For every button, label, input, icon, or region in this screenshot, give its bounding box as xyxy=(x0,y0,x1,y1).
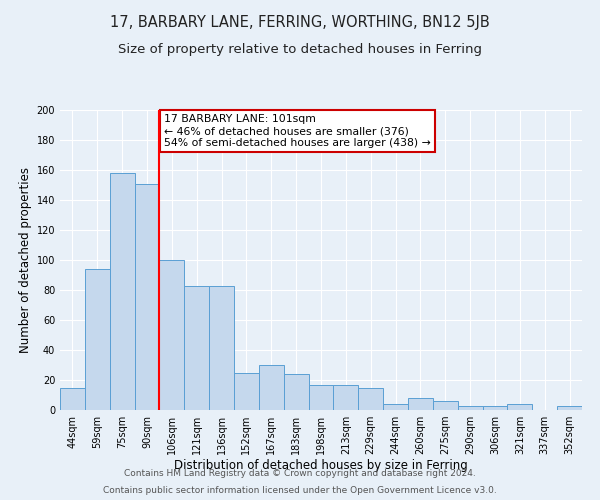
Bar xyxy=(110,173,134,410)
Bar xyxy=(85,269,110,410)
Bar xyxy=(458,406,482,410)
Bar xyxy=(508,404,532,410)
Text: Size of property relative to detached houses in Ferring: Size of property relative to detached ho… xyxy=(118,42,482,56)
Bar xyxy=(408,398,433,410)
Bar xyxy=(358,388,383,410)
Text: Contains HM Land Registry data © Crown copyright and database right 2024.: Contains HM Land Registry data © Crown c… xyxy=(124,468,476,477)
Bar xyxy=(433,401,458,410)
Bar xyxy=(482,406,508,410)
Bar xyxy=(308,384,334,410)
Bar xyxy=(334,384,358,410)
Y-axis label: Number of detached properties: Number of detached properties xyxy=(19,167,32,353)
Text: 17, BARBARY LANE, FERRING, WORTHING, BN12 5JB: 17, BARBARY LANE, FERRING, WORTHING, BN1… xyxy=(110,15,490,30)
Bar xyxy=(209,286,234,410)
Bar xyxy=(284,374,308,410)
X-axis label: Distribution of detached houses by size in Ferring: Distribution of detached houses by size … xyxy=(174,458,468,471)
Bar xyxy=(557,406,582,410)
Bar xyxy=(160,260,184,410)
Text: 17 BARBARY LANE: 101sqm
← 46% of detached houses are smaller (376)
54% of semi-d: 17 BARBARY LANE: 101sqm ← 46% of detache… xyxy=(164,114,431,148)
Bar xyxy=(234,372,259,410)
Bar xyxy=(259,365,284,410)
Bar xyxy=(134,184,160,410)
Text: Contains public sector information licensed under the Open Government Licence v3: Contains public sector information licen… xyxy=(103,486,497,495)
Bar xyxy=(383,404,408,410)
Bar xyxy=(184,286,209,410)
Bar xyxy=(60,388,85,410)
